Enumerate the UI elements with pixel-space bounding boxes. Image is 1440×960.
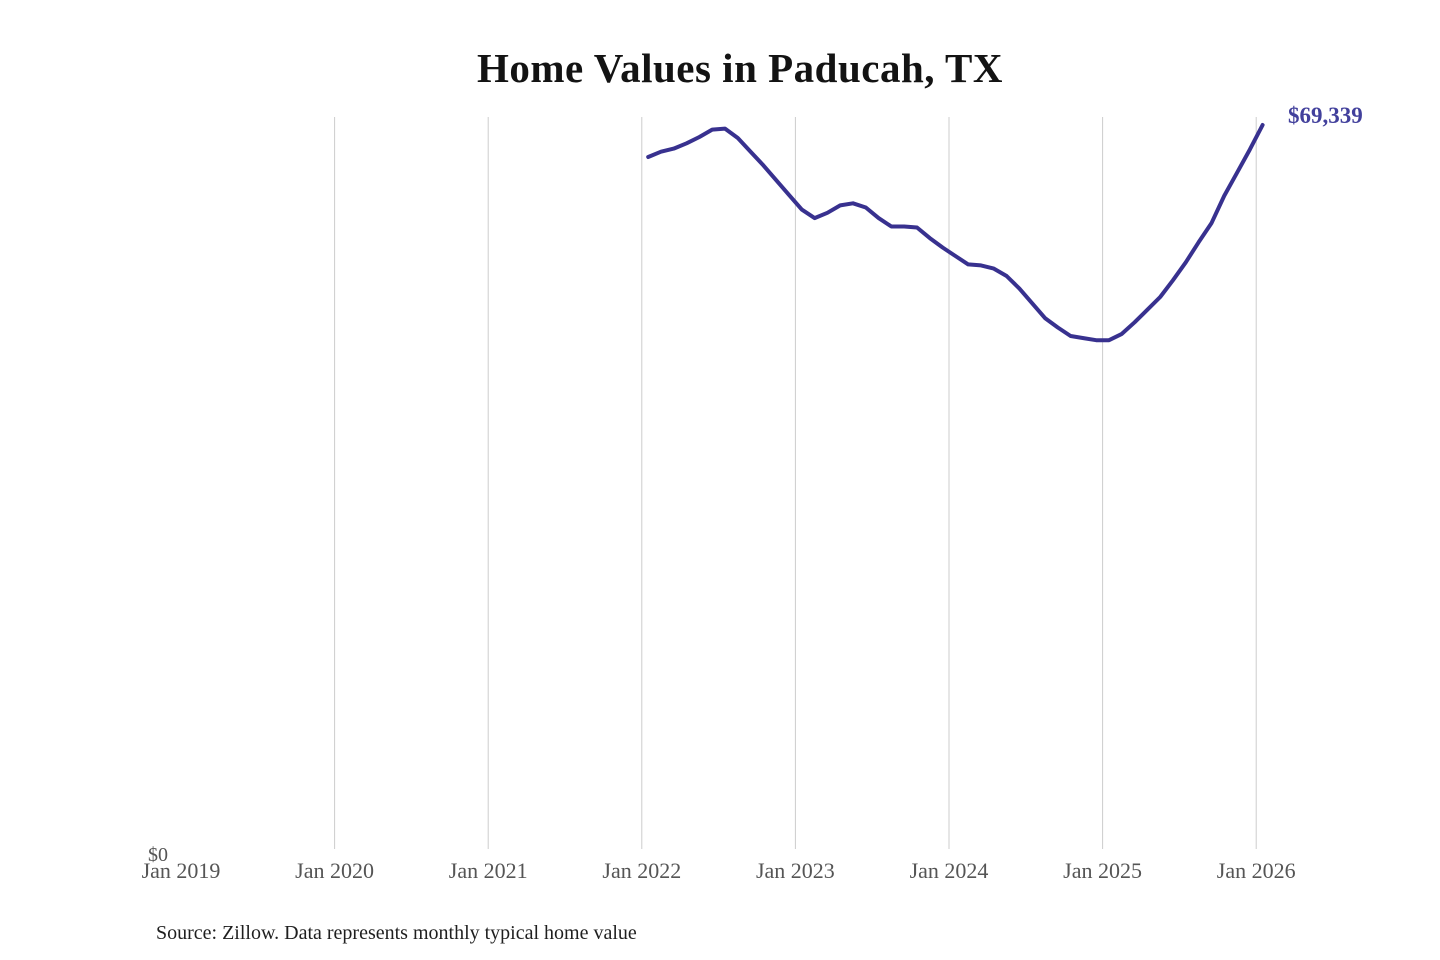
x-tick-label-jan-2026: Jan 2026 xyxy=(1216,858,1296,883)
source-note: Source: Zillow. Data represents monthly … xyxy=(156,922,637,944)
x-tick-label-jan-2022: Jan 2022 xyxy=(602,858,682,883)
x-tick-label-jan-2025: Jan 2025 xyxy=(1063,858,1143,883)
y-axis-zero-label: $0 xyxy=(148,844,168,866)
home-value-line xyxy=(646,123,1265,343)
latest-value-label: $69,339 xyxy=(1288,103,1363,128)
x-tick-label-jan-2019: Jan 2019 xyxy=(141,858,221,883)
x-tick-label-jan-2023: Jan 2023 xyxy=(755,858,835,883)
x-tick-label-jan-2024: Jan 2024 xyxy=(909,858,989,883)
x-tick-label-jan-2020: Jan 2020 xyxy=(295,858,375,883)
x-tick-label-jan-2021: Jan 2021 xyxy=(448,858,528,883)
chart-title: Home Values in Paducah, TX xyxy=(476,45,1004,91)
